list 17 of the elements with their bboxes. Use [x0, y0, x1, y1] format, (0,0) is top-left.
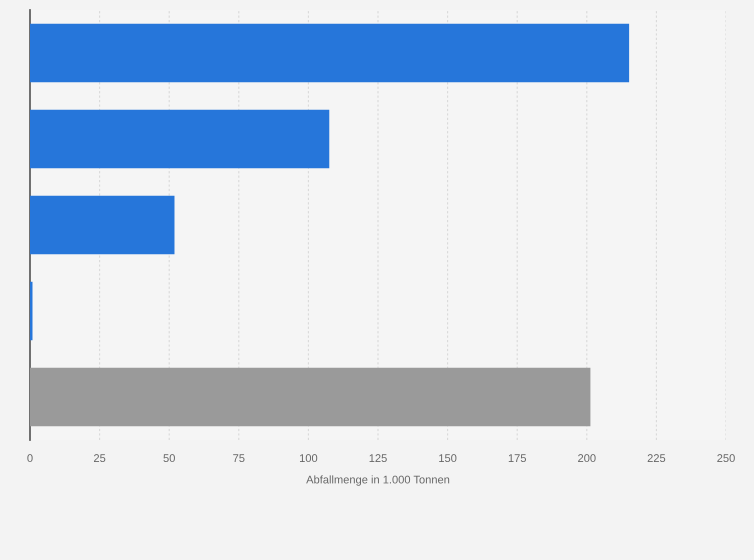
x-tick-label: 75: [233, 454, 245, 462]
bar: [30, 368, 590, 426]
x-axis-title: Abfallmenge in 1.000 Tonnen: [306, 475, 450, 486]
x-tick-label: 225: [648, 454, 666, 462]
x-tick-label: 125: [370, 454, 387, 462]
x-tick-label: 0: [27, 454, 33, 462]
bar: [30, 196, 174, 254]
bar: [30, 110, 330, 168]
x-tick-label: 250: [717, 454, 735, 462]
x-tick-label: 150: [439, 454, 456, 462]
x-tick-label: 100: [300, 454, 318, 462]
bar: [30, 282, 33, 340]
x-tick-label: 50: [163, 454, 175, 462]
x-tick-label: 25: [94, 454, 106, 462]
x-tick-label: 200: [578, 454, 596, 462]
x-tick-label: 175: [508, 454, 526, 462]
bar: [30, 24, 630, 82]
